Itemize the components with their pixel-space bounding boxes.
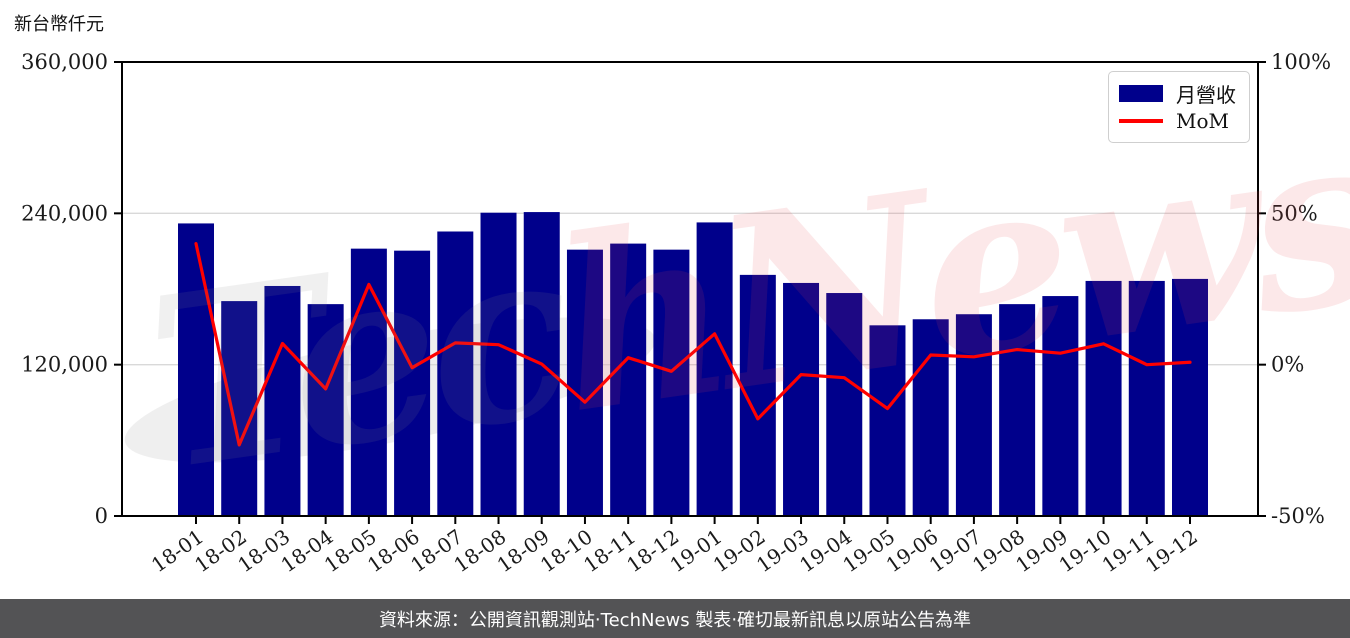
bar-19-04 <box>826 293 863 516</box>
left-axis-unit-label: 新台幣仟元 <box>14 14 104 35</box>
bar-19-03 <box>783 282 820 516</box>
bar-18-01 <box>178 223 214 516</box>
bar-18-10 <box>566 249 603 517</box>
legend-label-revenue: 月營收 <box>1176 83 1236 107</box>
bar-18-04 <box>307 304 344 516</box>
revenue-mom-chart: 0120,000240,000360,000-50%0%50%100%18-01… <box>21 50 1331 577</box>
mom-line <box>194 242 1192 447</box>
bar-19-08 <box>999 304 1036 516</box>
bar-18-05 <box>350 248 387 516</box>
bar-18-03 <box>264 285 301 516</box>
legend-item-mom: MoM <box>1119 107 1239 134</box>
bar-18-12 <box>653 249 690 517</box>
bar-19-11 <box>1128 280 1165 516</box>
y-left-tick-label: 240,000 <box>21 201 108 225</box>
source-footer: 資料來源：公開資訊觀測站‧TechNews 製表‧確切最新訊息以原站公告為準 <box>0 599 1350 638</box>
bar-19-01 <box>696 222 733 516</box>
bar-18-08 <box>480 212 517 517</box>
y-right-tick-label: 0% <box>1271 353 1304 377</box>
y-right-tick-label: 50% <box>1271 201 1318 225</box>
legend-label-mom: MoM <box>1176 108 1229 133</box>
source-footer-text: 資料來源：公開資訊觀測站‧TechNews 製表‧確切最新訊息以原站公告為準 <box>378 609 972 631</box>
y-left-tick-label: 360,000 <box>21 50 108 74</box>
bar-19-06 <box>912 319 949 516</box>
bar-18-06 <box>394 250 431 516</box>
plot-border <box>121 61 1259 517</box>
bar-18-11 <box>610 243 647 516</box>
revenue-bar-swatch <box>1119 85 1163 102</box>
mom-line-swatch <box>1119 118 1163 123</box>
bar-19-09 <box>1042 296 1079 516</box>
legend-item-revenue: 月營收 <box>1119 80 1239 107</box>
bar-18-07 <box>437 231 474 516</box>
bar-19-10 <box>1085 280 1122 516</box>
y-left-tick-label: 120,000 <box>21 353 108 377</box>
y-right-tick-label: 100% <box>1271 50 1331 74</box>
y-left-tick-label: 0 <box>95 504 108 528</box>
bar-19-07 <box>955 314 992 516</box>
bar-19-12 <box>1172 278 1208 516</box>
bar-18-02 <box>221 301 258 516</box>
bar-19-05 <box>869 325 906 516</box>
chart-legend: 月營收 MoM <box>1108 71 1250 143</box>
y-right-tick-label: -50% <box>1271 504 1325 528</box>
